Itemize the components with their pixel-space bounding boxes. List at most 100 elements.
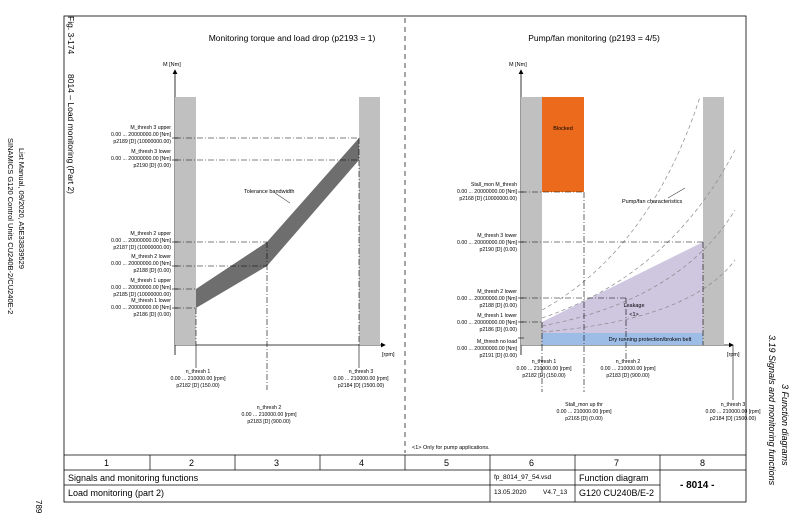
- left-y-ticks: [172, 137, 178, 309]
- stall-param: p2168 [D] (10000000.00): [459, 196, 517, 202]
- left-n3-name: n_thresh 3: [349, 369, 374, 375]
- m3-lower-param: p2190 [D] (0.00): [134, 163, 172, 169]
- footer-col-2: 2: [189, 458, 195, 468]
- m1-upper-param: p2185 [D] (10000000.00): [113, 292, 171, 298]
- right-n3-param: p2184 [D] (1500.00): [710, 416, 756, 422]
- footer-category: Signals and monitoring functions: [68, 473, 199, 483]
- right-y-axis-label: M [Nm]: [509, 62, 527, 68]
- footer-col-4: 4: [359, 458, 365, 468]
- m2-lower-range: 0.00 ... 20000000.00 [Nm]: [111, 261, 172, 267]
- m3-upper-name: M_thresh 3 upper: [130, 125, 171, 131]
- no-load-param: p2191 [D] (0.00): [480, 353, 518, 359]
- left-n2-range: 0.00 ... 210000.00 [rpm]: [241, 412, 297, 418]
- right-n1-name: n_thresh 1: [532, 359, 557, 365]
- left-rail-low-speed: [175, 97, 196, 345]
- dry-running-label: Dry running protection/broken belt: [609, 337, 692, 343]
- right-m2-lower-name: M_thresh 2 lower: [477, 289, 517, 295]
- left-n2-name: n_thresh 2: [257, 405, 282, 411]
- pump-fan-curves: [541, 96, 736, 333]
- right-m3-lower-name: M_thresh 3 lower: [477, 233, 517, 239]
- right-y-ticks: [518, 191, 524, 339]
- tolerance-band-pointer: [274, 192, 291, 204]
- left-n3-range: 0.00 ... 210000.00 [rpm]: [333, 376, 389, 382]
- footer-device: G120 CU240B/E-2: [579, 488, 655, 498]
- footnote: <1> Only for pump applications.: [412, 445, 490, 451]
- stall-n-param: p2165 [D] (0.00): [565, 416, 603, 422]
- left-diagram-title: Monitoring torque and load drop (p2193 =…: [209, 33, 376, 43]
- characteristics-label: Pump/fan characteristics: [622, 199, 682, 205]
- left-n1-range: 0.00 ... 210000.00 [rpm]: [170, 376, 226, 382]
- m2-upper-range: 0.00 ... 20000000.00 [Nm]: [111, 238, 172, 244]
- footer-grid: [64, 454, 746, 502]
- left-y-axis-label: M [Nm]: [163, 62, 181, 68]
- footer-col-1: 1: [104, 458, 110, 468]
- right-n2-name: n_thresh 2: [616, 359, 641, 365]
- m2-lower-name: M_thresh 2 lower: [131, 254, 171, 260]
- left-threshold-lines: [175, 137, 360, 390]
- tolerance-band-label: Tolerance bandwidth: [244, 189, 294, 195]
- right-m3-lower-param: p2190 [D] (0.00): [480, 247, 518, 253]
- m2-upper-param: p2187 [D] (10000000.00): [113, 245, 171, 251]
- footer-file: fp_8014_97_54.vsd: [494, 474, 552, 481]
- leakage-note: <1>: [629, 312, 638, 318]
- leakage-label: Leakage: [623, 303, 644, 309]
- right-n2-param: p2183 [D] (900.00): [606, 373, 650, 379]
- footer-col-5: 5: [444, 458, 450, 468]
- page-frame: [63, 15, 747, 503]
- right-n1-range: 0.00 ... 210000.00 [rpm]: [516, 366, 572, 372]
- right-m1-lower-name: M_thresh 1 lower: [477, 313, 517, 319]
- right-m2-lower-param: p2188 [D] (0.00): [480, 303, 518, 309]
- left-n2-param: p2183 [D] (900.00): [247, 419, 291, 425]
- footer-date: 13.05.2020: [494, 489, 527, 496]
- right-m1-lower-range: 0.00 ... 20000000.00 [Nm]: [457, 320, 518, 326]
- stall-range: 0.00 ... 20000000.00 [Nm]: [457, 189, 518, 195]
- right-diagram-title: Pump/fan monitoring (p2193 = 4/5): [528, 33, 660, 43]
- right-n3-range: 0.00 ... 210000.00 [rpm]: [705, 409, 761, 415]
- footer-col-6: 6: [529, 458, 535, 468]
- stall-n-range: 0.00 ... 210000.00 [rpm]: [556, 409, 612, 415]
- footer-diagram-number: - 8014 -: [680, 480, 715, 491]
- m3-lower-name: M_thresh 3 lower: [131, 149, 171, 155]
- m1-upper-name: M_thresh 1 upper: [130, 278, 171, 284]
- blocked-zone: [542, 97, 584, 192]
- left-speed-labels: n_thresh 1 0.00 ... 210000.00 [rpm] p218…: [170, 345, 389, 425]
- tolerance-band: [196, 138, 359, 308]
- footer-col-7: 7: [614, 458, 620, 468]
- footer-col-3: 3: [274, 458, 280, 468]
- m1-lower-range: 0.00 ... 20000000.00 [Nm]: [111, 305, 172, 311]
- footer-doc-type: Function diagram: [579, 473, 649, 483]
- m2-upper-name: M_thresh 2 upper: [130, 231, 171, 237]
- stall-name: Stall_mon M_thresh: [471, 182, 517, 188]
- m2-lower-param: p2188 [D] (0.00): [134, 268, 172, 274]
- m3-lower-range: 0.00 ... 20000000.00 [Nm]: [111, 156, 172, 162]
- stall-n-name: Stall_mon up thr: [565, 402, 603, 408]
- m1-upper-range: 0.00 ... 20000000.00 [Nm]: [111, 285, 172, 291]
- m1-lower-name: M_thresh 1 lower: [131, 298, 171, 304]
- left-rail-high-speed: [359, 97, 380, 345]
- right-m1-lower-param: p2186 [D] (0.00): [480, 327, 518, 333]
- right-n2-range: 0.00 ... 210000.00 [rpm]: [600, 366, 656, 372]
- left-x-axis-label: [rpm]: [382, 352, 395, 358]
- right-m2-lower-range: 0.00 ... 20000000.00 [Nm]: [457, 296, 518, 302]
- m3-upper-range: 0.00 ... 20000000.00 [Nm]: [111, 132, 172, 138]
- footer-col-8: 8: [700, 458, 706, 468]
- right-torque-labels: Stall_mon M_thresh 0.00 ... 20000000.00 …: [457, 182, 518, 359]
- right-rail-low-speed: [521, 97, 542, 345]
- right-x-axis-label: [rpm]: [727, 352, 740, 358]
- characteristics-pointer: [667, 187, 686, 199]
- right-m3-lower-range: 0.00 ... 20000000.00 [Nm]: [457, 240, 518, 246]
- blocked-label: Blocked: [553, 126, 573, 132]
- leakage-zone: [542, 242, 703, 333]
- right-n1-param: p2182 [D] (150.00): [522, 373, 566, 379]
- footer-version: V4.7_13: [543, 489, 568, 496]
- right-threshold-lines: [521, 191, 704, 392]
- no-load-range: 0.00 ... 20000000.00 [Nm]: [457, 346, 518, 352]
- dry-running-zone: [542, 333, 703, 345]
- left-torque-labels: M_thresh 3 upper 0.00 ... 20000000.00 [N…: [111, 125, 172, 318]
- left-n3-param: p2184 [D] (1500.00): [338, 383, 384, 389]
- right-speed-labels: n_thresh 1 0.00 ... 210000.00 [rpm] p218…: [516, 345, 761, 422]
- no-load-name: M_thresh no load: [477, 339, 517, 345]
- right-rail-high-speed: [703, 97, 724, 345]
